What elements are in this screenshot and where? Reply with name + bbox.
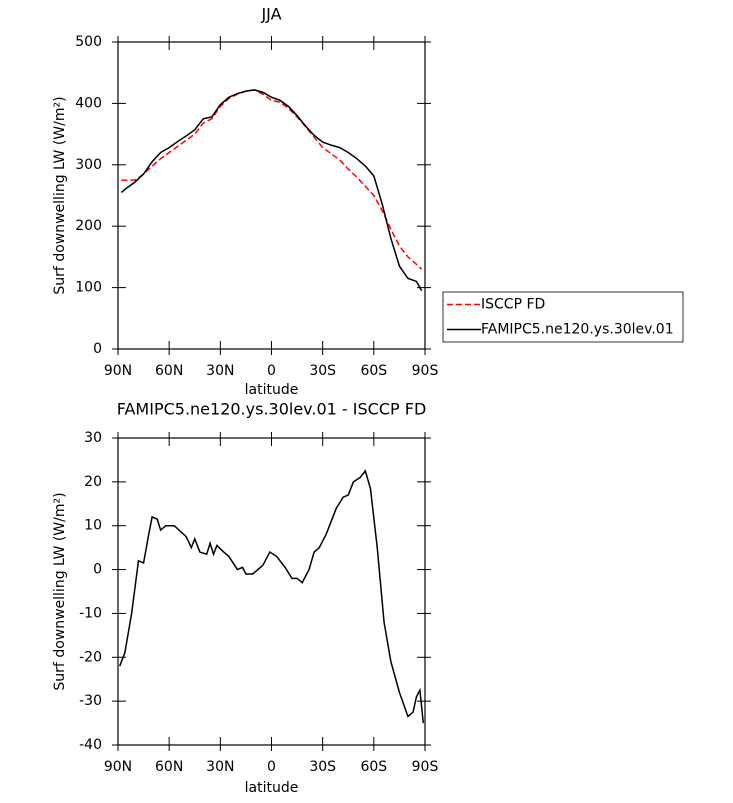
x-tick-label: 90S	[412, 363, 439, 379]
y-tick-label: -40	[79, 737, 102, 753]
plot-frame	[117, 437, 426, 746]
x-tick-label: 90N	[104, 759, 132, 775]
y-axis-label: Surf downwelling LW (W/m²)	[52, 96, 68, 294]
data-line	[119, 469, 425, 724]
y-tick-label: 0	[93, 562, 102, 578]
y-tick-label: 30	[84, 430, 102, 446]
x-axis-label: latitude	[245, 780, 299, 796]
x-tick-label: 30N	[206, 363, 234, 379]
legend-label: ISCCP FD	[481, 297, 545, 313]
legend-box	[442, 291, 684, 343]
x-tick-label: 60N	[155, 759, 183, 775]
y-tick-label: 10	[84, 518, 102, 534]
y-tick-label: 300	[75, 157, 102, 173]
data-line	[120, 89, 423, 292]
y-tick-label: -30	[79, 693, 102, 709]
x-tick-label: 90N	[104, 363, 132, 379]
x-tick-label: 30S	[309, 363, 336, 379]
x-tick-label: 0	[267, 759, 276, 775]
y-tick-label: 100	[75, 280, 102, 296]
x-tick-label: 30N	[206, 759, 234, 775]
x-tick-label: 90S	[412, 759, 439, 775]
x-tick-label: 60S	[360, 759, 387, 775]
x-tick-label: 0	[267, 363, 276, 379]
legend-label: FAMIPC5.ne120.ys.30lev.01	[481, 322, 674, 338]
y-tick-label: 20	[84, 474, 102, 490]
data-line	[121, 89, 423, 270]
y-tick-label: 400	[75, 95, 102, 111]
y-tick-label: 500	[75, 34, 102, 50]
x-axis-label: latitude	[245, 382, 299, 398]
chart-title: JJA	[260, 5, 281, 24]
y-tick-label: 0	[93, 341, 102, 357]
x-tick-label: 60N	[155, 363, 183, 379]
chart-title: FAMIPC5.ne120.ys.30lev.01 - ISCCP FD	[117, 400, 427, 419]
y-axis-label: Surf downwelling LW (W/m²)	[52, 492, 68, 690]
y-tick-label: -10	[79, 605, 102, 621]
x-tick-label: 60S	[360, 363, 387, 379]
y-tick-label: 200	[75, 218, 102, 234]
x-tick-label: 30S	[309, 759, 336, 775]
y-tick-label: -20	[79, 649, 102, 665]
